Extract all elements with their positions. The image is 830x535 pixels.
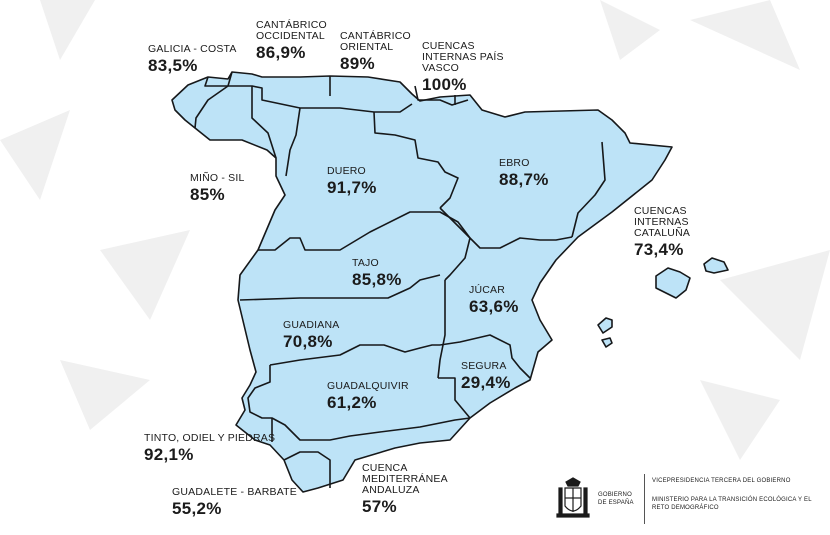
label-cantabrico-occidental: CANTÁBRICO OCCIDENTAL 86,9% — [256, 19, 336, 62]
basin-value: 91,7% — [327, 178, 377, 197]
government-name: GOBIERNO DE ESPAÑA — [598, 492, 634, 506]
basin-name: GUADIANA — [283, 319, 340, 331]
basin-value: 57% — [362, 497, 397, 516]
logo-divider — [644, 474, 645, 524]
label-tinto-odiel-piedras: TINTO, ODIEL Y PIEDRAS 92,1% — [144, 432, 276, 464]
basin-value: 85% — [190, 185, 225, 204]
basin-name: CANTÁBRICO OCCIDENTAL — [256, 19, 327, 42]
label-cuencas-internas-pais-vasco: CUENCAS INTERNAS PAÍS VASCO 100% — [422, 40, 522, 94]
basin-name: SEGURA — [461, 360, 507, 372]
basin-name: MIÑO - SIL — [190, 172, 245, 184]
basin-value: 86,9% — [256, 43, 306, 62]
island-ibiza — [597, 317, 613, 334]
basin-value: 83,5% — [148, 56, 198, 75]
island-mallorca — [655, 267, 691, 299]
basin-name: CUENCAS INTERNAS CATALUÑA — [634, 205, 691, 239]
basin-name: CUENCA MEDITERRÁNEA ANDALUZA — [362, 462, 448, 496]
label-guadalete-barbate: GUADALETE - BARBATE 55,2% — [172, 486, 297, 518]
label-ebro: EBRO 88,7% — [499, 157, 549, 189]
island-formentera — [601, 337, 613, 348]
coat-of-arms-icon — [556, 477, 590, 518]
label-mino-sil: MIÑO - SIL 85% — [190, 172, 245, 204]
label-cuencas-internas-cataluna: CUENCAS INTERNAS CATALUÑA 73,4% — [634, 205, 734, 259]
basin-value: 73,4% — [634, 240, 684, 259]
basin-name: TAJO — [352, 257, 379, 269]
border-galicia-minosil — [194, 71, 233, 129]
label-cuenca-mediterranea-andaluza: CUENCA MEDITERRÁNEA ANDALUZA 57% — [362, 462, 482, 516]
basin-name: TINTO, ODIEL Y PIEDRAS — [144, 432, 276, 444]
basin-name: CANTÁBRICO ORIENTAL — [340, 30, 411, 53]
basin-name: GALICIA - COSTA — [148, 43, 237, 55]
ministry-name: MINISTERIO PARA LA TRANSICIÓN ECOLÓGICA … — [652, 497, 812, 511]
basin-value: 85,8% — [352, 270, 402, 289]
basin-name: JÚCAR — [469, 284, 506, 296]
label-cantabrico-oriental: CANTÁBRICO ORIENTAL 89% — [340, 30, 411, 73]
label-jucar: JÚCAR 63,6% — [469, 284, 519, 316]
basin-value: 100% — [422, 75, 467, 94]
label-tajo: TAJO 85,8% — [352, 257, 402, 289]
peninsula-outline — [171, 71, 673, 493]
basin-name: CUENCAS INTERNAS PAÍS VASCO — [422, 40, 504, 74]
basin-name: DUERO — [327, 165, 366, 177]
basin-name: GUADALETE - BARBATE — [172, 486, 297, 498]
basin-value: 61,2% — [327, 393, 377, 412]
basin-value: 88,7% — [499, 170, 549, 189]
basin-value: 63,6% — [469, 297, 519, 316]
basin-value: 70,8% — [283, 332, 333, 351]
label-duero: DUERO 91,7% — [327, 165, 377, 197]
label-segura: SEGURA 29,4% — [461, 360, 511, 392]
island-menorca — [703, 257, 729, 274]
basin-value: 89% — [340, 54, 375, 73]
government-logo: GOBIERNO DE ESPAÑA VICEPRESIDENCIA TERCE… — [552, 470, 822, 530]
basin-value: 92,1% — [144, 445, 194, 464]
basin-value: 55,2% — [172, 499, 222, 518]
basin-name: GUADALQUIVIR — [327, 380, 409, 392]
basin-value: 29,4% — [461, 373, 511, 392]
label-guadiana: GUADIANA 70,8% — [283, 319, 340, 351]
basin-name: EBRO — [499, 157, 530, 169]
label-guadalquivir: GUADALQUIVIR 61,2% — [327, 380, 409, 412]
label-galicia-costa: GALICIA - COSTA 83,5% — [148, 43, 237, 75]
vicepresidency-name: VICEPRESIDENCIA TERCERA DEL GOBIERNO — [652, 478, 791, 484]
